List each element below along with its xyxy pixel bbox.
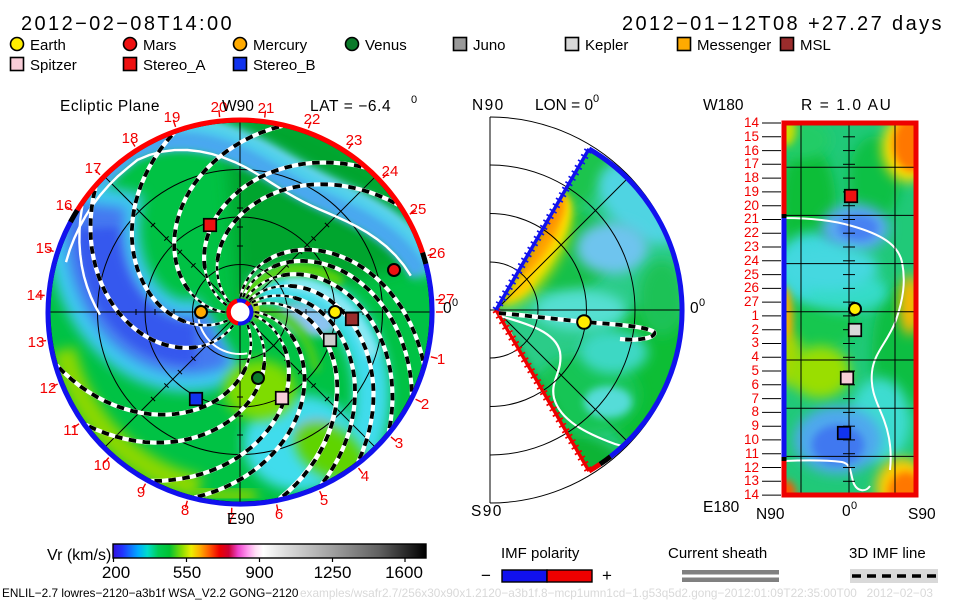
svg-text:13: 13 [744,473,759,488]
svg-text:1: 1 [751,308,759,323]
svg-text:Ecliptic Plane: Ecliptic Plane [60,98,160,115]
svg-text:Venus: Venus [365,37,407,54]
svg-text:3: 3 [751,335,759,350]
svg-text:19: 19 [744,184,759,199]
svg-text:N90: N90 [472,97,505,114]
svg-text:14: 14 [744,487,760,502]
svg-text:6: 6 [275,506,283,523]
svg-text:19: 19 [164,109,181,126]
svg-text:W90: W90 [222,98,254,115]
svg-text:1: 1 [437,351,445,368]
svg-text:26: 26 [744,280,759,295]
svg-text:Earth: Earth [30,37,66,54]
svg-text:Current sheath: Current sheath [668,545,767,562]
svg-text:550: 550 [173,563,201,582]
svg-text:15: 15 [744,129,759,144]
svg-text:4: 4 [361,468,369,485]
svg-text:1250: 1250 [314,563,352,582]
svg-text:0: 0 [842,503,851,520]
svg-text:−: − [481,566,491,585]
svg-text:11: 11 [745,446,759,461]
svg-text:3: 3 [395,435,403,452]
svg-text:ENLIL−2.7 lowres−2120−a3b1f WS: ENLIL−2.7 lowres−2120−a3b1f WSA_V2.2 GON… [2,586,299,600]
svg-text:E90: E90 [227,511,255,528]
svg-text:14: 14 [744,115,760,130]
svg-text:IMF polarity: IMF polarity [501,545,580,562]
svg-text:13: 13 [28,334,45,351]
svg-text:0: 0 [851,500,857,512]
svg-text:3D IMF line: 3D IMF line [849,545,926,562]
svg-text:MSL: MSL [800,37,831,54]
svg-text:8: 8 [181,502,189,519]
svg-text:27: 27 [744,294,759,309]
svg-text:0: 0 [452,297,458,309]
svg-text:Stereo_B: Stereo_B [253,57,316,74]
svg-text:900: 900 [245,563,273,582]
svg-text:21: 21 [258,100,275,117]
svg-text:Kepler: Kepler [585,37,628,54]
svg-text:10: 10 [744,432,759,447]
svg-text:S90: S90 [471,503,503,520]
svg-text:200: 200 [102,563,130,582]
svg-text:11: 11 [63,422,79,439]
svg-text:0: 0 [690,300,699,317]
svg-text:18: 18 [122,130,139,147]
svg-text:0: 0 [593,93,599,105]
svg-text:2: 2 [421,396,429,413]
svg-text:LAT = −6.4: LAT = −6.4 [310,98,391,115]
svg-text:Spitzer: Spitzer [30,57,77,74]
svg-text:23: 23 [744,239,759,254]
svg-text:0: 0 [699,297,705,309]
svg-text:26: 26 [429,245,446,262]
svg-text:R = 1.0 AU: R = 1.0 AU [801,97,892,114]
svg-text:Vr (km/s): Vr (km/s) [47,547,111,564]
svg-text:2012−02−08T14:00: 2012−02−08T14:00 [21,13,234,35]
svg-text:18: 18 [744,170,759,185]
svg-text:12: 12 [40,380,57,397]
svg-text:22: 22 [744,225,759,240]
svg-text:1600: 1600 [385,563,423,582]
svg-text:E180: E180 [703,499,740,516]
svg-text:23: 23 [346,132,363,149]
svg-text:25: 25 [410,201,427,218]
svg-text:21: 21 [744,211,759,226]
svg-text:4: 4 [751,349,759,364]
svg-text:Mercury: Mercury [253,37,308,54]
svg-text:6: 6 [751,377,759,392]
svg-text:S90: S90 [908,506,936,523]
svg-text:5: 5 [751,363,759,378]
svg-text:examples/wsafr2.7/256x30x90x1.: examples/wsafr2.7/256x30x90x1.2120−a3b1f… [300,586,933,600]
svg-text:17: 17 [744,156,759,171]
svg-text:LON = 0: LON = 0 [535,97,594,114]
svg-text:0: 0 [443,300,452,317]
svg-text:2012−01−12T08 +27.27 days: 2012−01−12T08 +27.27 days [622,13,944,35]
svg-text:8: 8 [751,404,759,419]
svg-text:Messenger: Messenger [697,37,771,54]
svg-text:16: 16 [56,197,73,214]
svg-text:24: 24 [744,253,760,268]
svg-text:N90: N90 [756,506,785,523]
svg-text:Juno: Juno [473,37,506,54]
svg-text:+: + [602,566,612,585]
svg-text:Mars: Mars [143,37,176,54]
svg-text:W180: W180 [703,97,744,114]
svg-text:9: 9 [751,418,759,433]
svg-text:0: 0 [411,94,417,106]
svg-text:Stereo_A: Stereo_A [143,57,206,74]
svg-text:15: 15 [36,240,53,257]
